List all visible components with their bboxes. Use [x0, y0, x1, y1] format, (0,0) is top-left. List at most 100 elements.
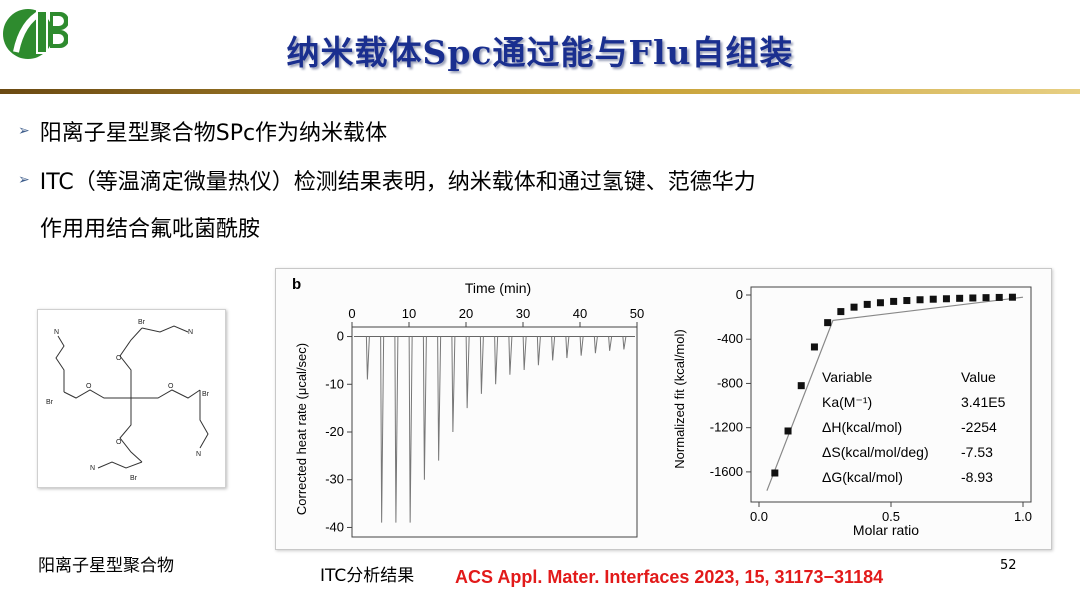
left-xtick-label: 0	[348, 306, 355, 321]
itc-figure: b Time (min) Corrected heat rate (μcal/s…	[275, 268, 1052, 550]
injection-peak	[451, 336, 456, 433]
left-xtick-label: 40	[573, 306, 587, 321]
left-ylabel: Corrected heat rate (μcal/sec)	[294, 343, 309, 515]
right-ytick-label: -400	[717, 331, 743, 346]
institution-logo	[3, 9, 68, 59]
atom-label-br: Br	[138, 319, 146, 326]
data-point	[1008, 293, 1016, 301]
title-divider	[0, 89, 1080, 94]
bullet-1-text: 阳离子星型聚合物SPc作为纳米载体	[39, 121, 388, 146]
data-point	[942, 295, 950, 303]
left-ytick-label: -40	[325, 519, 344, 534]
bullet-2-continuation: 作用用结合氟吡菌酰胺	[40, 217, 261, 242]
table-var-dg: ΔG(kcal/mol)	[822, 469, 903, 485]
right-xlabel: Molar ratio	[853, 522, 919, 538]
atom-label-n: N	[196, 451, 201, 458]
data-point	[863, 300, 871, 308]
data-point	[810, 343, 818, 351]
bullet-1: ➢ 阳离子星型聚合物SPc作为纳米载体	[18, 115, 387, 147]
left-xtick-label: 50	[630, 306, 644, 321]
injection-peak	[522, 336, 527, 370]
data-point	[929, 295, 937, 303]
atom-label-o: O	[116, 439, 122, 446]
right-ylabel: Normalized fit (kcal/mol)	[672, 329, 687, 468]
injection-peak	[565, 336, 570, 359]
itc-charts: b Time (min) Corrected heat rate (μcal/s…	[292, 276, 1032, 538]
bullet-2: ➢ ITC（等温滴定微量热仪）检测结果表明，纳米载体和通过氢键、范德华力	[18, 164, 756, 196]
table-var-ds: ΔS(kcal/mol/deg)	[822, 444, 929, 460]
right-xtick-label: 0.0	[750, 509, 768, 524]
atom-label-n: N	[54, 329, 59, 336]
injection-peak	[622, 336, 627, 350]
right-xtick-label: 1.0	[1014, 509, 1032, 524]
left-xtick-label: 10	[402, 306, 416, 321]
panel-label: b	[292, 276, 301, 293]
data-point	[969, 294, 977, 302]
data-point	[956, 294, 964, 302]
molecule-drawing: Br Br Br Br N N N N O O O O	[46, 319, 210, 482]
table-val-dg: -8.93	[961, 469, 993, 485]
left-ytick-label: -30	[325, 472, 344, 487]
bullet-arrow-icon: ➢	[18, 123, 30, 139]
table-header-variable: Variable	[822, 369, 873, 385]
right-ytick-label: -1600	[710, 464, 743, 479]
data-point	[903, 297, 911, 305]
table-val-dh: -2254	[961, 419, 997, 435]
bullet-arrow-icon: ➢	[18, 172, 30, 188]
page-number: 52	[1000, 558, 1017, 573]
reference-citation: ACS Appl. Mater. Interfaces 2023, 15, 31…	[455, 567, 884, 587]
data-point	[876, 299, 884, 307]
data-point	[850, 303, 858, 311]
data-point	[824, 319, 832, 327]
injection-peak	[422, 336, 427, 480]
left-xtick-label: 30	[516, 306, 530, 321]
table-var-ka: Ka(M⁻¹)	[822, 394, 872, 410]
injection-peak	[380, 336, 385, 523]
left-xlabel: Time (min)	[465, 280, 531, 296]
right-ytick-label: -800	[717, 375, 743, 390]
injection-peak	[536, 336, 541, 366]
atom-label-n: N	[188, 329, 193, 336]
atom-label-br: Br	[202, 391, 210, 398]
data-point	[784, 427, 792, 435]
left-ytick-label: 0	[337, 329, 344, 344]
atom-label-br: Br	[46, 399, 54, 406]
left-ytick-label: -10	[325, 376, 344, 391]
injection-peak	[408, 336, 413, 523]
data-point	[771, 469, 779, 477]
atom-label-br: Br	[130, 475, 138, 482]
right-ytick-label: 0	[736, 287, 743, 302]
injection-peak	[437, 336, 442, 461]
table-var-dh: ΔH(kcal/mol)	[822, 419, 902, 435]
slide-title: 纳米载体Spc通过能与Flu自组装	[286, 33, 794, 72]
injection-peak	[593, 336, 598, 354]
star-polymer-structure: Br Br Br Br N N N N O O O O	[37, 309, 226, 488]
injection-peak	[465, 336, 470, 409]
injection-peak	[394, 336, 399, 523]
injection-peak	[579, 336, 584, 356]
bullet-2-text: ITC（等温滴定微量热仪）检测结果表明，纳米载体和通过氢键、范德华力	[39, 170, 756, 195]
injection-peak	[508, 336, 513, 375]
data-point	[982, 294, 990, 302]
injection-peak	[551, 336, 556, 361]
atom-label-n: N	[90, 465, 95, 472]
data-point	[995, 293, 1003, 301]
atom-label-o: O	[168, 383, 174, 390]
table-val-ka: 3.41E5	[961, 394, 1006, 410]
data-point	[890, 297, 898, 305]
atom-label-o: O	[116, 355, 122, 362]
right-xtick-label: 0.5	[882, 509, 900, 524]
injection-peak	[365, 336, 370, 380]
injection-peak	[494, 336, 499, 385]
injection-peak	[479, 336, 484, 394]
data-point	[797, 382, 805, 390]
left-ytick-label: -20	[325, 424, 344, 439]
injection-peak	[608, 336, 613, 351]
data-point	[837, 308, 845, 316]
data-point	[916, 296, 924, 304]
polymer-caption: 阳离子星型聚合物	[38, 556, 174, 576]
right-ytick-label: -1200	[710, 420, 743, 435]
atom-label-o: O	[86, 383, 92, 390]
table-header-value: Value	[961, 369, 996, 385]
table-val-ds: -7.53	[961, 444, 993, 460]
